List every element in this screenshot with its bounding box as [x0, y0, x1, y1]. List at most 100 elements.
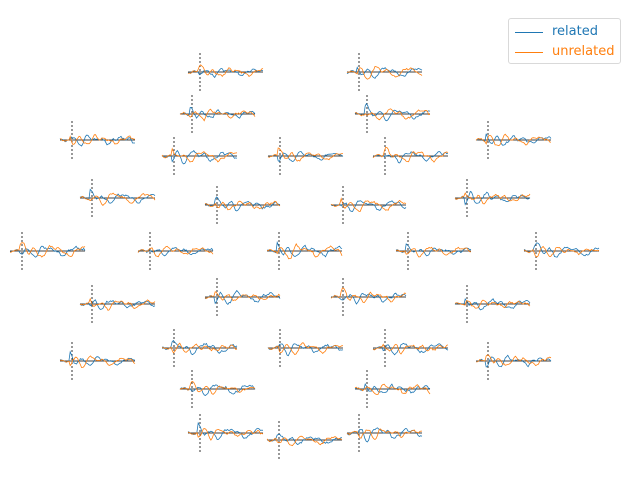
trace-related-ch04	[354, 102, 431, 122]
trace-related-ch02	[346, 66, 423, 79]
channel-panel-ch31	[266, 421, 343, 460]
channel-panel-ch30	[187, 414, 264, 453]
channel-panel-ch32	[346, 414, 423, 453]
legend-item-unrelated: unrelated	[515, 43, 614, 61]
trace-unrelated-ch11	[204, 200, 281, 211]
trace-unrelated-ch29	[354, 383, 431, 396]
trace-unrelated-ch19	[79, 297, 156, 311]
channel-panel-ch08	[372, 137, 449, 176]
channel-panel-ch17	[395, 232, 472, 271]
trace-unrelated-ch14	[9, 242, 86, 258]
trace-related-ch22	[454, 298, 531, 311]
trace-unrelated-ch02	[346, 66, 423, 80]
trace-unrelated-ch04	[354, 108, 431, 121]
trace-related-ch08	[372, 151, 449, 164]
channel-panel-ch21	[330, 278, 407, 317]
trace-related-ch32	[346, 427, 423, 443]
trace-unrelated-ch24	[162, 342, 238, 354]
trace-related-ch17	[395, 243, 472, 257]
trace-unrelated-ch31	[266, 435, 343, 447]
trace-unrelated-ch15	[137, 245, 214, 258]
channel-panel-ch24	[161, 329, 238, 368]
legend: related unrelated	[508, 18, 621, 64]
channel-panel-ch02	[346, 53, 423, 92]
trace-unrelated-ch22	[454, 299, 531, 309]
channel-panel-ch07	[267, 137, 344, 176]
trace-related-ch20	[204, 289, 281, 305]
trace-unrelated-ch13	[454, 192, 531, 205]
trace-related-ch18	[523, 242, 600, 258]
trace-related-ch11	[204, 196, 281, 212]
trace-related-ch27	[476, 354, 552, 368]
legend-label-unrelated: unrelated	[552, 44, 615, 59]
trace-unrelated-ch32	[347, 428, 422, 440]
channel-panel-ch10	[79, 179, 156, 218]
channel-panel-ch25	[267, 329, 344, 368]
channel-panel-ch16	[267, 232, 343, 271]
trace-related-ch23	[59, 350, 136, 366]
channel-panel-ch27	[476, 342, 552, 381]
legend-item-related: related	[515, 23, 598, 41]
channel-panel-ch05	[59, 121, 136, 160]
trace-related-ch16	[267, 240, 343, 258]
channel-panel-ch14	[9, 232, 86, 271]
channel-panel-ch15	[137, 232, 214, 271]
channel-panel-ch01	[187, 53, 264, 92]
trace-unrelated-ch20	[204, 291, 281, 302]
channel-panel-ch13	[454, 179, 531, 218]
trace-unrelated-ch17	[395, 246, 472, 258]
trace-related-ch30	[187, 421, 264, 441]
trace-unrelated-ch06	[161, 147, 238, 163]
trace-related-ch12	[330, 200, 407, 212]
trace-unrelated-ch09	[475, 133, 552, 147]
trace-unrelated-ch03	[179, 108, 256, 122]
channel-panel-ch29	[354, 370, 431, 409]
trace-unrelated-ch01	[187, 64, 264, 78]
trace-related-ch09	[475, 133, 552, 146]
channel-panel-ch04	[354, 95, 431, 134]
channel-panel-ch09	[475, 121, 552, 160]
channel-panel-ch28	[179, 370, 256, 409]
legend-line-unrelated	[515, 51, 543, 53]
trace-related-ch28	[179, 384, 256, 396]
trace-related-ch15	[137, 247, 214, 257]
channel-panel-ch23	[59, 342, 136, 381]
channel-panel-ch06	[161, 137, 238, 176]
trace-related-ch01	[187, 67, 264, 79]
channel-panel-ch20	[204, 278, 281, 317]
trace-unrelated-ch10	[79, 192, 156, 206]
channel-panel-ch11	[204, 186, 281, 225]
channel-panel-ch22	[454, 285, 531, 324]
trace-unrelated-ch07	[267, 147, 343, 162]
trace-unrelated-ch25	[267, 342, 344, 355]
legend-label-related: related	[552, 24, 598, 39]
trace-related-ch06	[161, 149, 238, 165]
trace-related-ch24	[161, 339, 238, 356]
trace-related-ch13	[454, 190, 531, 206]
trace-related-ch29	[354, 382, 431, 394]
trace-unrelated-ch18	[523, 245, 600, 258]
trace-unrelated-ch21	[330, 287, 407, 304]
trace-unrelated-ch28	[179, 381, 256, 395]
trace-related-ch05	[59, 134, 135, 147]
channel-panel-ch19	[79, 285, 156, 324]
trace-related-ch10	[79, 188, 156, 204]
trace-unrelated-ch23	[59, 355, 136, 369]
channel-panel-ch03	[179, 95, 256, 134]
trace-related-ch31	[267, 433, 343, 445]
trace-related-ch26	[372, 342, 449, 356]
channel-panel-ch12	[330, 186, 407, 225]
channel-panel-ch26	[372, 329, 449, 368]
trace-related-ch07	[267, 151, 344, 162]
trace-related-ch19	[79, 299, 156, 310]
trace-unrelated-ch30	[187, 428, 264, 441]
channel-panel-ch18	[523, 232, 600, 271]
trace-unrelated-ch26	[372, 343, 449, 355]
trace-unrelated-ch08	[372, 146, 449, 163]
trace-unrelated-ch12	[331, 197, 407, 212]
legend-line-related	[515, 31, 543, 33]
trace-unrelated-ch27	[476, 354, 552, 367]
trace-unrelated-ch05	[60, 134, 136, 145]
trace-related-ch21	[330, 292, 407, 305]
